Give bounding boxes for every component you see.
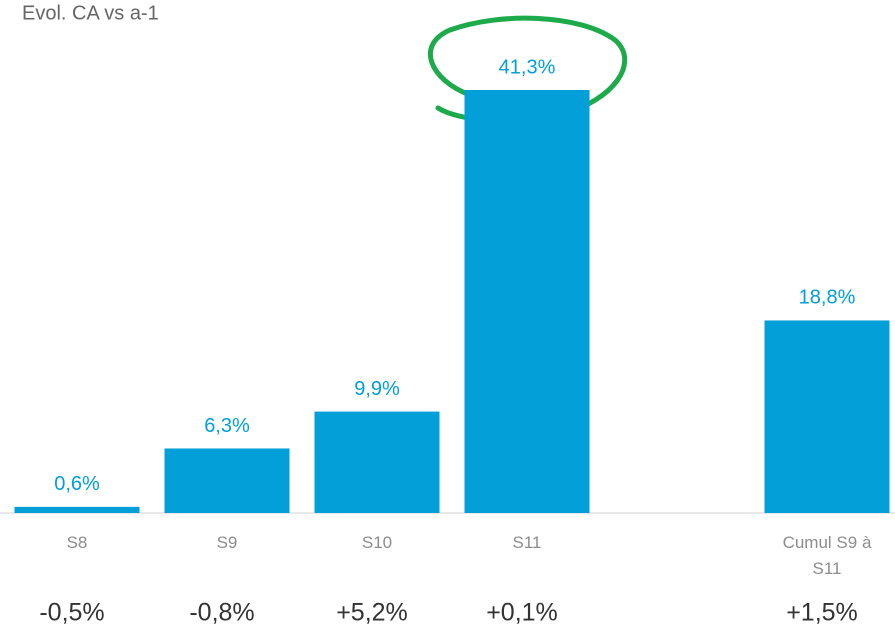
x-tick-label: Cumul S9 à S11 [782,533,872,578]
secondary-label: -0,5% [39,599,104,627]
bar [764,320,890,513]
data-label: 41,3% [499,56,556,78]
data-label: 6,3% [204,415,250,437]
data-label: 0,6% [54,473,100,495]
bar [464,90,590,513]
secondary-label: +1,5% [786,599,858,627]
chart-title: Evol. CA vs a-1 [22,2,159,24]
secondary-label: -0,8% [189,599,254,627]
x-tick-label: S11 [512,533,542,552]
bar [164,448,290,513]
secondary-label: +5,2% [336,599,408,627]
x-tick-label: S9 [216,533,238,552]
bar [314,411,440,513]
bar [14,506,140,513]
data-label: 9,9% [354,378,400,400]
data-label: 18,8% [799,287,856,309]
x-tick-label: S8 [66,533,88,552]
secondary-label: +0,1% [486,599,558,627]
x-tick-label: S10 [361,533,393,552]
